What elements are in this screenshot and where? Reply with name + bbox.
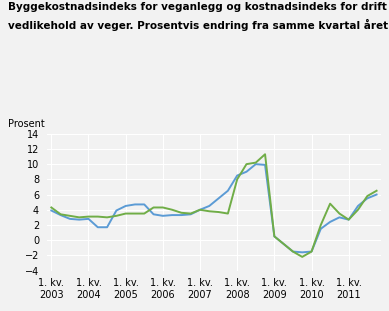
Drift og vedlikehold av veger	[188, 212, 193, 216]
Drift og vedlikehold av veger	[142, 212, 147, 216]
Veganlegg	[114, 209, 119, 212]
Veganlegg	[365, 197, 370, 200]
Veganlegg	[161, 214, 165, 218]
Drift og vedlikehold av veger	[151, 206, 156, 209]
Drift og vedlikehold av veger	[235, 178, 240, 181]
Drift og vedlikehold av veger	[179, 211, 184, 215]
Line: Drift og vedlikehold av veger: Drift og vedlikehold av veger	[51, 154, 377, 257]
Veganlegg	[77, 218, 82, 221]
Drift og vedlikehold av veger	[226, 212, 230, 216]
Drift og vedlikehold av veger	[319, 223, 323, 227]
Drift og vedlikehold av veger	[300, 255, 305, 259]
Text: Byggekostnadsindeks for veganlegg og kostnadsindeks for drift og: Byggekostnadsindeks for veganlegg og kos…	[8, 2, 389, 12]
Drift og vedlikehold av veger	[365, 194, 370, 198]
Text: Prosent: Prosent	[8, 119, 44, 129]
Veganlegg	[374, 193, 379, 197]
Drift og vedlikehold av veger	[253, 161, 258, 165]
Drift og vedlikehold av veger	[114, 214, 119, 218]
Drift og vedlikehold av veger	[198, 208, 202, 211]
Drift og vedlikehold av veger	[309, 250, 314, 253]
Veganlegg	[58, 213, 63, 217]
Veganlegg	[263, 163, 267, 167]
Veganlegg	[272, 234, 277, 238]
Drift og vedlikehold av veger	[207, 209, 212, 213]
Veganlegg	[207, 204, 212, 208]
Drift og vedlikehold av veger	[58, 212, 63, 216]
Veganlegg	[49, 209, 54, 212]
Drift og vedlikehold av veger	[170, 208, 174, 211]
Drift og vedlikehold av veger	[49, 206, 54, 209]
Drift og vedlikehold av veger	[346, 218, 351, 221]
Veganlegg	[105, 225, 109, 229]
Drift og vedlikehold av veger	[328, 202, 333, 206]
Veganlegg	[123, 204, 128, 208]
Veganlegg	[216, 197, 221, 200]
Drift og vedlikehold av veger	[86, 215, 91, 218]
Drift og vedlikehold av veger	[133, 212, 137, 216]
Veganlegg	[291, 250, 295, 253]
Veganlegg	[244, 170, 249, 174]
Drift og vedlikehold av veger	[68, 214, 72, 218]
Drift og vedlikehold av veger	[216, 210, 221, 214]
Veganlegg	[337, 216, 342, 219]
Drift og vedlikehold av veger	[263, 152, 267, 156]
Drift og vedlikehold av veger	[281, 242, 286, 246]
Veganlegg	[253, 162, 258, 166]
Veganlegg	[281, 242, 286, 246]
Veganlegg	[95, 225, 100, 229]
Drift og vedlikehold av veger	[123, 212, 128, 216]
Veganlegg	[235, 174, 240, 177]
Drift og vedlikehold av veger	[356, 208, 360, 211]
Veganlegg	[86, 217, 91, 221]
Veganlegg	[179, 213, 184, 217]
Text: vedlikehold av veger. Prosentvis endring fra samme kvartal året før: vedlikehold av veger. Prosentvis endring…	[8, 19, 389, 31]
Veganlegg	[170, 213, 174, 217]
Veganlegg	[319, 227, 323, 231]
Veganlegg	[198, 208, 202, 211]
Veganlegg	[300, 250, 305, 254]
Drift og vedlikehold av veger	[291, 250, 295, 253]
Line: Veganlegg: Veganlegg	[51, 164, 377, 252]
Veganlegg	[151, 212, 156, 216]
Veganlegg	[142, 202, 147, 206]
Veganlegg	[309, 250, 314, 253]
Drift og vedlikehold av veger	[77, 216, 82, 219]
Drift og vedlikehold av veger	[374, 189, 379, 193]
Veganlegg	[346, 218, 351, 221]
Veganlegg	[226, 189, 230, 193]
Veganlegg	[188, 212, 193, 216]
Drift og vedlikehold av veger	[272, 234, 277, 238]
Veganlegg	[133, 202, 137, 206]
Drift og vedlikehold av veger	[244, 162, 249, 166]
Drift og vedlikehold av veger	[161, 206, 165, 209]
Drift og vedlikehold av veger	[337, 212, 342, 216]
Veganlegg	[68, 217, 72, 221]
Veganlegg	[356, 204, 360, 208]
Veganlegg	[328, 220, 333, 224]
Drift og vedlikehold av veger	[95, 215, 100, 218]
Drift og vedlikehold av veger	[105, 216, 109, 219]
